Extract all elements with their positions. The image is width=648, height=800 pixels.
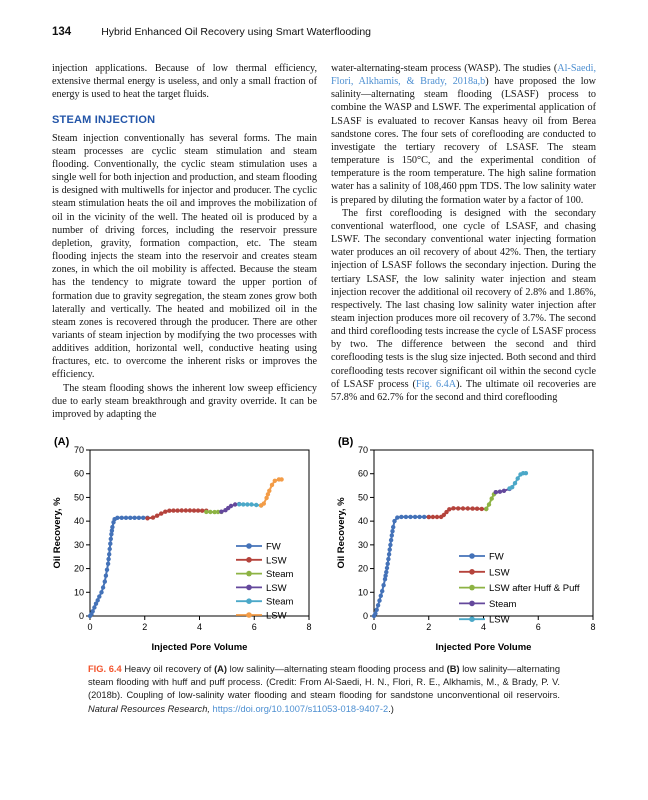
x-tick-label: 2 xyxy=(142,622,147,632)
x-axis-label: Injected Pore Volume xyxy=(152,642,248,653)
x-tick-label: 6 xyxy=(536,622,541,632)
paragraph-thermal-efficiency: injection applications. Because of low t… xyxy=(52,63,317,101)
y-tick-label: 0 xyxy=(79,611,84,621)
doi-link[interactable]: https://doi.org/10.1007/s11053-018-9407-… xyxy=(212,703,389,714)
line-chart-B: (B) 0 10 20 30 40 50 60 70 0 2 4 6 8 Injected Pore Vol… xyxy=(336,436,596,653)
text-segment: (A) xyxy=(214,664,227,675)
legend-label: LSW xyxy=(266,555,287,566)
legend-label: LSW xyxy=(266,583,287,594)
running-header: 134 Hybrid Enhanced Oil Recovery using S… xyxy=(52,26,596,38)
x-tick-label: 4 xyxy=(481,622,486,632)
paragraph-steam-flooding-sweep: The steam flooding shows the inherent lo… xyxy=(52,382,317,420)
text-segment: low salinity—alternating steam flooding … xyxy=(226,664,447,675)
legend-label: LSW after Huff & Puff xyxy=(489,583,580,594)
text-segment: water-alternating-steam process (WASP). … xyxy=(331,63,558,74)
two-column-text: injection applications. Because of low t… xyxy=(52,62,596,421)
y-tick-label: 20 xyxy=(358,564,368,574)
text-segment: low salinity—alternating steam flooding … xyxy=(88,664,560,701)
y-tick-label: 10 xyxy=(74,587,84,597)
text-segment: Natural Resources Research, xyxy=(88,703,210,714)
running-title: Hybrid Enhanced Oil Recovery using Smart… xyxy=(101,26,372,38)
y-tick-label: 40 xyxy=(74,516,84,526)
text-segment: ) have proposed the low salinity—alterna… xyxy=(331,76,596,206)
y-tick-label: 30 xyxy=(74,540,84,550)
text-segment: Heavy oil recovery of xyxy=(121,664,215,675)
x-tick-label: 8 xyxy=(306,622,311,632)
figure-reference-link[interactable]: Fig. 6.4A xyxy=(415,378,457,390)
text-segment: (B) xyxy=(446,664,460,675)
x-tick-label: 2 xyxy=(426,622,431,632)
y-tick-label: 60 xyxy=(74,469,84,479)
y-tick-label: 70 xyxy=(358,445,368,455)
legend-label: LSW xyxy=(266,611,287,622)
y-tick-label: 0 xyxy=(363,611,368,621)
legend-label: LSW xyxy=(489,615,510,626)
text-segment: ). The ultimate oil recoveries are 57.8%… xyxy=(331,378,596,403)
y-tick-label: 50 xyxy=(358,492,368,502)
legend-label: Steam xyxy=(489,599,517,610)
x-tick-label: 4 xyxy=(197,622,202,632)
x-tick-label: 8 xyxy=(590,622,595,632)
line-chart-A: (A) 0 10 20 30 40 50 60 70 0 2 4 6 8 Injected Pore Vol… xyxy=(52,436,312,653)
citation-link[interactable]: Al-Saedi, Flori, Alkhamis, & Brady, 2018… xyxy=(331,63,596,88)
y-tick-label: 50 xyxy=(74,492,84,502)
x-axis-label: Injected Pore Volume xyxy=(436,642,532,653)
figure-label: FIG. 6.4 xyxy=(88,664,122,675)
panel-label-B: (B) xyxy=(338,436,354,448)
text-segment: The first coreflooding is designed with … xyxy=(331,207,596,390)
series-line xyxy=(373,515,429,617)
legend-label: FW xyxy=(266,542,281,553)
legend-label: FW xyxy=(489,552,504,563)
panel-label-A: (A) xyxy=(54,436,70,448)
y-axis-label: Oil Recovery, % xyxy=(336,497,347,569)
chart-panel-a: (A) 0 10 20 30 40 50 60 70 0 2 4 6 8 Injected Pore Vol… xyxy=(52,433,318,655)
x-tick-label: 0 xyxy=(371,622,376,632)
y-tick-label: 40 xyxy=(358,516,368,526)
y-tick-label: 10 xyxy=(358,587,368,597)
paragraph-coreflooding-results: The first coreflooding is designed with … xyxy=(331,207,596,404)
y-axis-label: Oil Recovery, % xyxy=(52,497,63,569)
left-column: injection applications. Because of low t… xyxy=(52,62,317,421)
y-tick-label: 30 xyxy=(358,540,368,550)
text-segment: .) xyxy=(388,703,394,714)
legend-label: Steam xyxy=(266,569,294,580)
x-tick-label: 6 xyxy=(252,622,257,632)
legend-label: Steam xyxy=(266,597,294,608)
x-tick-label: 0 xyxy=(87,622,92,632)
y-tick-label: 60 xyxy=(358,469,368,479)
right-column: water-alternating-steam process (WASP). … xyxy=(331,62,596,421)
paragraph-wasp-lsasf: water-alternating-steam process (WASP). … xyxy=(331,62,596,207)
page-number: 134 xyxy=(52,26,72,38)
paragraph-steam-injection-overview: Steam injection conventionally has sever… xyxy=(52,132,317,381)
y-tick-label: 70 xyxy=(74,445,84,455)
legend-label: LSW xyxy=(489,567,510,578)
section-heading-steam-injection: STEAM INJECTION xyxy=(52,114,156,127)
figure-6-4: (A) 0 10 20 30 40 50 60 70 0 2 4 6 8 Injected Pore Vol… xyxy=(52,433,596,655)
y-tick-label: 20 xyxy=(74,564,84,574)
figure-caption: FIG. 6.4 Heavy oil recovery of (A) low s… xyxy=(88,663,560,716)
chart-panel-b: (B) 0 10 20 30 40 50 60 70 0 2 4 6 8 Injected Pore Vol… xyxy=(336,433,602,655)
